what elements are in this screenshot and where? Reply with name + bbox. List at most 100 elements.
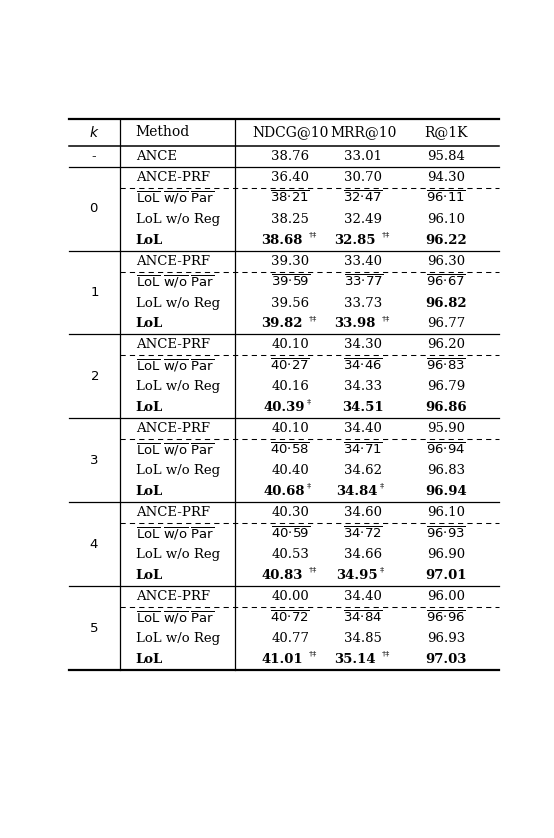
Text: ‡: ‡ [380, 566, 384, 574]
Text: $\overline{34{\cdot}72}$: $\overline{34{\cdot}72}$ [343, 526, 383, 541]
Text: $\overline{39{\cdot}59}$: $\overline{39{\cdot}59}$ [271, 274, 310, 290]
Text: NDCG@10: NDCG@10 [252, 125, 329, 139]
Text: 40.53: 40.53 [271, 548, 309, 561]
Text: $k$: $k$ [89, 125, 99, 140]
Text: $\overline{32{\cdot}47}$: $\overline{32{\cdot}47}$ [343, 190, 383, 206]
Text: 94.30: 94.30 [427, 171, 465, 184]
Text: 96.22: 96.22 [425, 234, 467, 246]
Text: Method: Method [136, 125, 190, 139]
Text: 96.86: 96.86 [425, 401, 467, 414]
Text: ‡: ‡ [307, 482, 311, 490]
Text: $2$: $2$ [90, 370, 99, 383]
Text: $\overline{\rm LoL}$ $\overline{\rm w/o}$ $\overline{\rm Par}$: $\overline{\rm LoL}$ $\overline{\rm w/o}… [136, 274, 214, 290]
Text: $\overline{96{\cdot}93}$: $\overline{96{\cdot}93}$ [426, 526, 466, 541]
Text: $4$: $4$ [89, 538, 99, 551]
Text: 41.01: 41.01 [261, 653, 303, 666]
Text: LoL w/o Reg: LoL w/o Reg [136, 548, 220, 561]
Text: LoL: LoL [136, 485, 163, 499]
Text: 96.90: 96.90 [427, 548, 465, 561]
Text: LoL: LoL [136, 569, 163, 582]
Text: 40.10: 40.10 [271, 339, 309, 351]
Text: †‡: †‡ [309, 649, 317, 658]
Text: $\overline{96{\cdot}94}$: $\overline{96{\cdot}94}$ [426, 442, 466, 458]
Text: $\overline{40{\cdot}72}$: $\overline{40{\cdot}72}$ [270, 610, 310, 625]
Text: 95.84: 95.84 [427, 150, 465, 163]
Text: 40.10: 40.10 [271, 422, 309, 435]
Text: 40.30: 40.30 [271, 506, 309, 520]
Text: $\overline{\rm LoL}$ $\overline{\rm w/o}$ $\overline{\rm Par}$: $\overline{\rm LoL}$ $\overline{\rm w/o}… [136, 190, 214, 206]
Text: 34.62: 34.62 [345, 464, 382, 478]
Text: 32.49: 32.49 [345, 213, 382, 225]
Text: 34.66: 34.66 [344, 548, 382, 561]
Text: 35.14: 35.14 [335, 653, 376, 666]
Text: R@1K: R@1K [424, 125, 468, 139]
Text: †‡: †‡ [309, 230, 317, 238]
Text: 34.30: 34.30 [345, 339, 382, 351]
Text: 96.77: 96.77 [427, 318, 465, 330]
Text: LoL: LoL [136, 653, 163, 666]
Text: 96.20: 96.20 [427, 339, 465, 351]
Text: $\overline{40{\cdot}58}$: $\overline{40{\cdot}58}$ [270, 442, 310, 458]
Text: 96.82: 96.82 [425, 297, 467, 309]
Text: LoL: LoL [136, 318, 163, 330]
Text: MRR@10: MRR@10 [330, 125, 397, 139]
Text: $5$: $5$ [89, 622, 99, 634]
Text: ANCE: ANCE [136, 150, 177, 163]
Text: 34.95: 34.95 [336, 569, 378, 582]
Text: 40.68: 40.68 [264, 485, 305, 499]
Text: ANCE-PRF: ANCE-PRF [136, 590, 210, 603]
Text: 34.40: 34.40 [345, 422, 382, 435]
Text: 38.68: 38.68 [261, 234, 303, 246]
Text: LoL w/o Reg: LoL w/o Reg [136, 380, 220, 393]
Text: LoL w/o Reg: LoL w/o Reg [136, 297, 220, 309]
Text: 39.30: 39.30 [271, 255, 310, 267]
Text: 96.93: 96.93 [427, 632, 465, 645]
Text: $1$: $1$ [90, 286, 99, 299]
Text: $\overline{34{\cdot}46}$: $\overline{34{\cdot}46}$ [343, 358, 383, 374]
Text: †‡: †‡ [382, 314, 391, 322]
Text: 34.40: 34.40 [345, 590, 382, 603]
Text: 40.83: 40.83 [261, 569, 303, 582]
Text: ANCE-PRF: ANCE-PRF [136, 171, 210, 184]
Text: 96.30: 96.30 [427, 255, 465, 267]
Text: $\overline{\rm LoL}$ $\overline{\rm w/o}$ $\overline{\rm Par}$: $\overline{\rm LoL}$ $\overline{\rm w/o}… [136, 609, 214, 626]
Text: 34.33: 34.33 [344, 380, 382, 393]
Text: 97.03: 97.03 [425, 653, 467, 666]
Text: $\overline{96{\cdot}67}$: $\overline{96{\cdot}67}$ [426, 274, 466, 290]
Text: †‡: †‡ [382, 649, 391, 658]
Text: $\overline{\rm LoL}$ $\overline{\rm w/o}$ $\overline{\rm Par}$: $\overline{\rm LoL}$ $\overline{\rm w/o}… [136, 525, 214, 542]
Text: 38.76: 38.76 [271, 150, 310, 163]
Text: LoL w/o Reg: LoL w/o Reg [136, 213, 220, 225]
Text: 95.90: 95.90 [427, 422, 465, 435]
Text: 39.56: 39.56 [271, 297, 310, 309]
Text: 40.16: 40.16 [271, 380, 309, 393]
Text: †‡: †‡ [382, 230, 391, 238]
Text: $\overline{33{\cdot}77}$: $\overline{33{\cdot}77}$ [343, 274, 383, 290]
Text: 36.40: 36.40 [271, 171, 309, 184]
Text: 30.70: 30.70 [345, 171, 382, 184]
Text: 33.01: 33.01 [345, 150, 382, 163]
Text: 40.00: 40.00 [271, 590, 309, 603]
Text: 40.39: 40.39 [264, 401, 305, 414]
Text: 96.10: 96.10 [427, 506, 465, 520]
Text: 32.85: 32.85 [335, 234, 376, 246]
Text: 97.01: 97.01 [425, 569, 467, 582]
Text: 96.79: 96.79 [427, 380, 465, 393]
Text: ANCE-PRF: ANCE-PRF [136, 506, 210, 520]
Text: 33.40: 33.40 [345, 255, 382, 267]
Text: $\overline{38{\cdot}21}$: $\overline{38{\cdot}21}$ [270, 190, 310, 206]
Text: $\overline{\rm LoL}$ $\overline{\rm w/o}$ $\overline{\rm Par}$: $\overline{\rm LoL}$ $\overline{\rm w/o}… [136, 442, 214, 458]
Text: 33.73: 33.73 [344, 297, 382, 309]
Text: $0$: $0$ [89, 202, 99, 215]
Text: ‡: ‡ [307, 398, 311, 406]
Text: †‡: †‡ [309, 314, 317, 322]
Text: 96.10: 96.10 [427, 213, 465, 225]
Text: ANCE-PRF: ANCE-PRF [136, 422, 210, 435]
Text: 96.83: 96.83 [427, 464, 465, 478]
Text: LoL w/o Reg: LoL w/o Reg [136, 464, 220, 478]
Text: $\overline{\rm LoL}$ $\overline{\rm w/o}$ $\overline{\rm Par}$: $\overline{\rm LoL}$ $\overline{\rm w/o}… [136, 358, 214, 374]
Text: $\overline{34{\cdot}84}$: $\overline{34{\cdot}84}$ [343, 610, 383, 625]
Text: LoL: LoL [136, 234, 163, 246]
Text: ANCE-PRF: ANCE-PRF [136, 255, 210, 267]
Text: 34.60: 34.60 [345, 506, 382, 520]
